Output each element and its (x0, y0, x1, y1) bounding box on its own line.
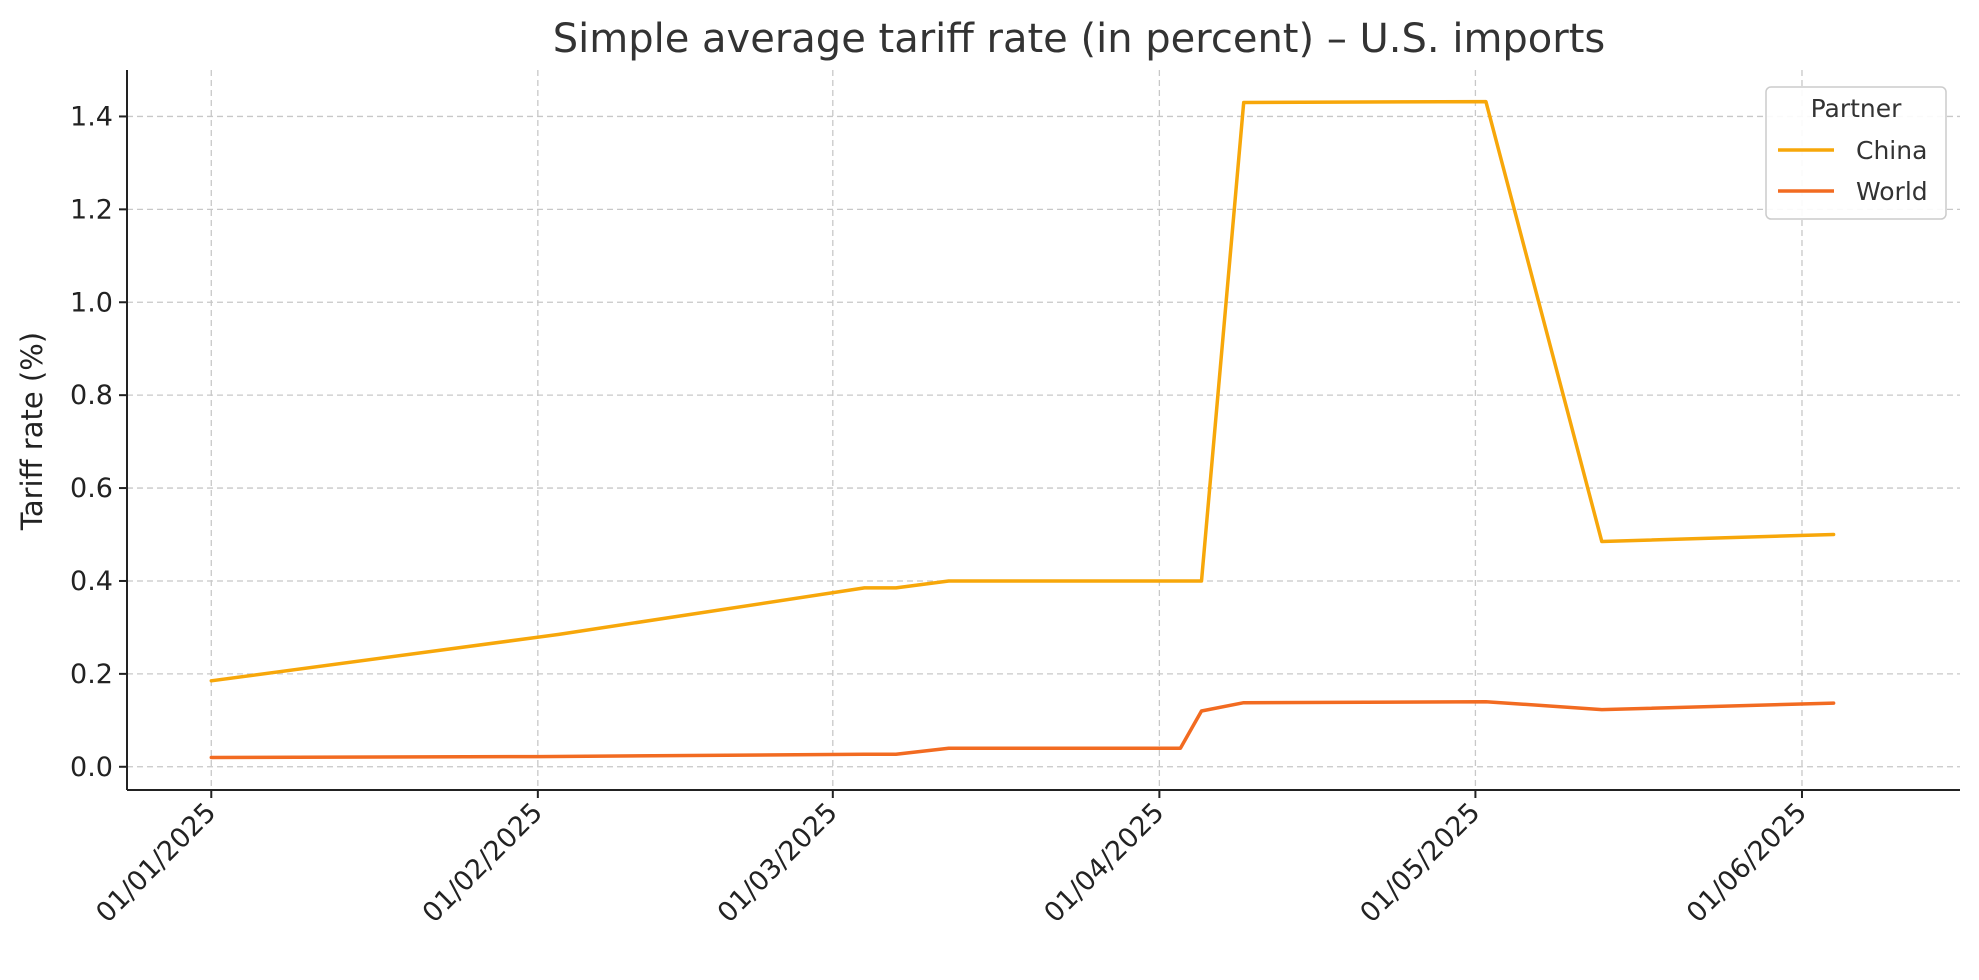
legend-label-world: World (1856, 177, 1928, 206)
y-tick-label: 0.4 (70, 566, 113, 597)
x-tick-label: 01/01/2025 (90, 797, 222, 929)
x-axis-ticks: 01/01/2025 01/02/2025 01/03/2025 01/04/2025… (90, 790, 1813, 929)
x-tick-label: 01/06/2025 (1681, 797, 1813, 929)
y-tick-label: 1.2 (70, 194, 113, 225)
x-tick-label: 01/04/2025 (1038, 797, 1170, 929)
y-axis-label: Tariff rate (%) (15, 332, 49, 531)
y-tick-label: 0.8 (70, 380, 113, 411)
series-lines (209, 99, 1836, 760)
y-tick-label: 0.2 (70, 659, 113, 690)
y-axis-ticks: 0.0 0.2 0.4 0.6 0.8 1.0 1.2 1.4 (70, 101, 127, 783)
legend[interactable]: Partner China World (1765, 86, 1947, 220)
y-tick-label: 1.0 (70, 287, 113, 318)
y-tick-label: 1.4 (70, 101, 113, 132)
x-tick-label: 01/03/2025 (712, 797, 844, 929)
y-tick-label: 0.6 (70, 473, 113, 504)
axes (126, 70, 1960, 791)
chart-title: Simple average tariff rate (in percent) … (553, 16, 1606, 62)
legend-label-china: China (1856, 136, 1927, 165)
legend-title: Partner (1811, 94, 1903, 123)
x-tick-label: 01/02/2025 (417, 797, 549, 929)
series-line-china (209, 99, 1836, 683)
y-tick-label: 0.0 (70, 752, 113, 783)
series-line-world (209, 699, 1836, 760)
grid (127, 70, 1960, 790)
legend-box (1765, 86, 1947, 220)
x-tick-label: 01/05/2025 (1354, 797, 1486, 929)
